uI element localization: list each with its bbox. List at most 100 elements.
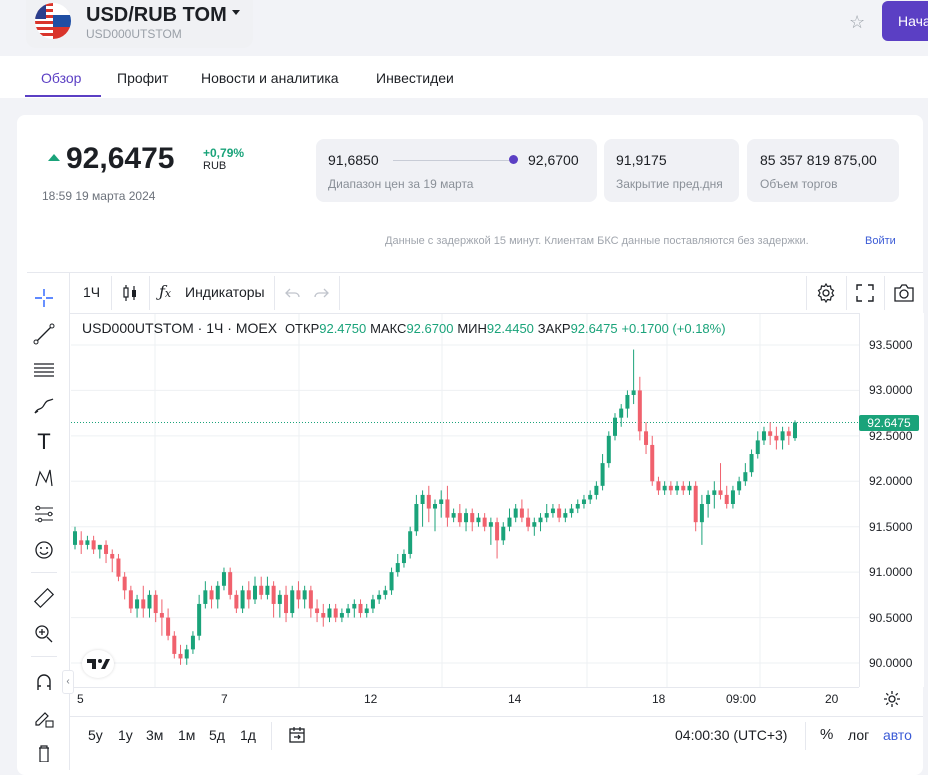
period-1d[interactable]: 1д [240, 727, 256, 743]
candle-body [613, 417, 617, 436]
candle-body [730, 490, 735, 504]
legend-high: 92.6700 [406, 321, 454, 336]
candle-body [209, 590, 214, 600]
candle-body [234, 594, 239, 609]
time-tick-label: 12 [364, 692, 378, 706]
candle-body [761, 431, 766, 441]
candle-body [296, 590, 301, 600]
candle-body [656, 481, 661, 491]
candle-body [352, 603, 357, 609]
toolbar-separator [31, 572, 57, 573]
star-icon[interactable]: ☆ [849, 12, 866, 32]
settings-icon[interactable] [815, 282, 837, 309]
volume: 85 357 819 875,00 [760, 152, 877, 168]
tab-ideas[interactable]: Инвестидеи [376, 70, 454, 86]
ticker-name[interactable]: USD/RUB TOM [86, 4, 227, 26]
candle-body [569, 508, 574, 514]
crosshair-icon[interactable] [27, 284, 61, 312]
prev-close-label: Закрытие пред.дня [616, 177, 723, 191]
range-line [393, 160, 509, 161]
clock-timezone[interactable]: 04:00:30 (UTC+3) [675, 727, 788, 743]
candle-body [538, 517, 543, 523]
candle-body [159, 613, 164, 618]
tradingview-logo[interactable] [82, 650, 114, 678]
price-tick-label: 92.5000 [869, 428, 913, 443]
magnet-icon[interactable] [27, 668, 61, 696]
tab-news[interactable]: Новости и аналитика [201, 70, 339, 86]
date-range-icon[interactable] [287, 725, 307, 750]
candle-body [265, 585, 270, 595]
candle-body [681, 485, 686, 491]
candle-body [476, 517, 481, 523]
candle-body [79, 540, 84, 545]
ruler-icon[interactable] [27, 584, 61, 612]
fx-icon[interactable]: ƒx [159, 282, 172, 301]
candle-body [104, 544, 109, 554]
candle-body [346, 608, 351, 614]
arrow-up-icon [48, 154, 60, 161]
axis-settings-icon[interactable] [883, 690, 901, 713]
period-5d[interactable]: 5д [209, 727, 225, 743]
auto-toggle[interactable]: авто [883, 727, 912, 743]
lock-pencil-icon[interactable] [27, 704, 61, 732]
candle-body [786, 431, 791, 436]
candle-body [308, 590, 313, 609]
candle-body [706, 494, 711, 504]
candlestick-chart[interactable] [71, 314, 859, 687]
candle-body [724, 494, 729, 504]
period-1y[interactable]: 1у [118, 727, 133, 743]
chevron-down-icon[interactable] [232, 10, 240, 15]
divider [339, 276, 340, 310]
divider [806, 276, 807, 310]
start-button[interactable]: Начать [882, 1, 928, 41]
tab-profit[interactable]: Профит [117, 70, 169, 86]
period-3m[interactable]: 3м [146, 727, 164, 743]
candle-body [619, 408, 624, 418]
trend-line-icon[interactable] [27, 320, 61, 348]
legend-open: 92.4750 [319, 321, 367, 336]
candle-body [141, 599, 146, 609]
camera-icon[interactable] [893, 283, 915, 308]
indicators-button[interactable]: Индикаторы [185, 284, 265, 300]
login-link[interactable]: Войти [865, 235, 896, 247]
candle-body [606, 435, 611, 464]
log-toggle[interactable]: лог [848, 727, 870, 743]
forecast-icon[interactable] [27, 500, 61, 528]
candle-body [631, 390, 636, 395]
candle-body [414, 504, 419, 532]
time-axis[interactable] [70, 687, 859, 716]
candle-body [581, 499, 586, 504]
legend-exchange: MOEX [235, 320, 278, 336]
candle-body [408, 531, 413, 554]
prev-close: 91,9175 [616, 152, 667, 168]
candle-body [321, 613, 326, 618]
candle-body [221, 572, 226, 586]
period-5y[interactable]: 5у [88, 727, 103, 743]
candle-body [135, 599, 140, 609]
candle-body [439, 499, 444, 504]
fullscreen-icon[interactable] [855, 283, 875, 308]
price-axis[interactable] [859, 313, 924, 687]
candle-body [215, 585, 220, 600]
candle-body [501, 526, 506, 541]
undo-icon[interactable] [284, 284, 302, 307]
candle-body [253, 585, 257, 600]
emoji-icon[interactable] [27, 536, 61, 564]
candle-type-icon[interactable] [120, 283, 140, 308]
trash-icon[interactable] [27, 740, 61, 762]
legend-symbol: USD000UTSTOM [82, 320, 194, 336]
horizontal-lines-icon[interactable] [27, 356, 61, 384]
collapse-toolbar-button[interactable]: ‹ [62, 670, 74, 694]
percent-toggle[interactable]: % [820, 726, 834, 743]
interval-selector[interactable]: 1Ч [83, 284, 101, 300]
zoom-in-icon[interactable] [27, 620, 61, 648]
brush-icon[interactable] [27, 392, 61, 420]
text-tool-icon[interactable]: T [37, 429, 51, 454]
period-1m[interactable]: 1м [178, 727, 196, 743]
pattern-icon[interactable] [27, 464, 61, 492]
tab-overview[interactable]: Обзор [41, 70, 82, 86]
candle-body [178, 653, 183, 659]
divider [805, 722, 806, 750]
candle-body [668, 485, 673, 491]
redo-icon[interactable] [312, 284, 330, 307]
